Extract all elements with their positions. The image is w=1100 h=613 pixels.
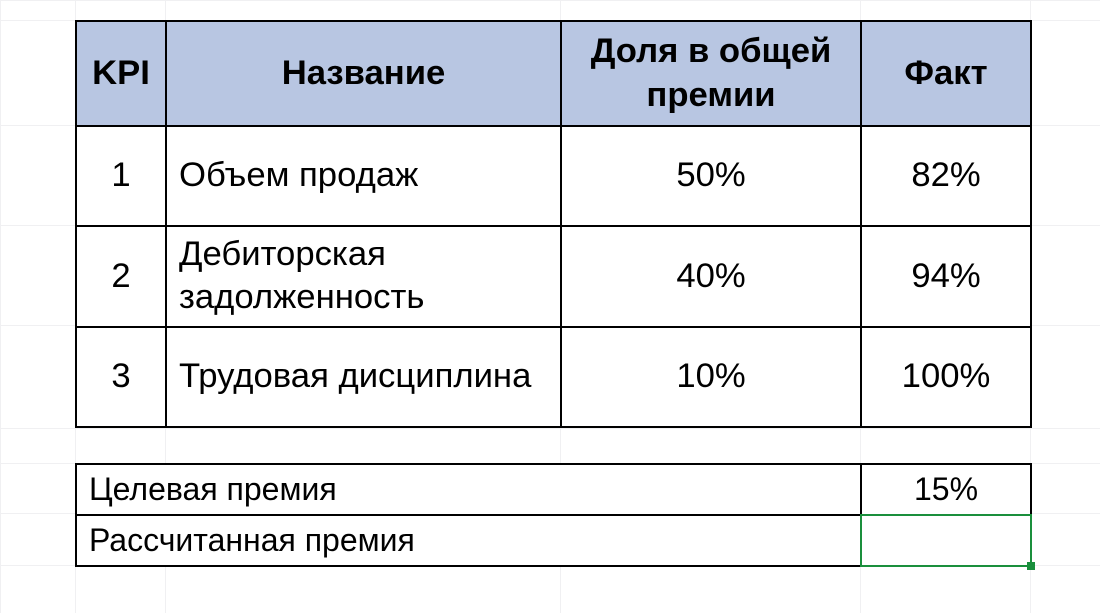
- kpi-table-wrap: KPI Название Доля в общей премии Факт 1 …: [75, 20, 1030, 428]
- col-header-share[interactable]: Доля в общей премии: [561, 21, 861, 126]
- cell-kpi[interactable]: 3: [76, 327, 166, 427]
- col-header-name[interactable]: Название: [166, 21, 561, 126]
- cell-fact[interactable]: 94%: [861, 226, 1031, 327]
- cell-name[interactable]: Объем продаж: [166, 126, 561, 226]
- summary-value-active-cell[interactable]: [861, 515, 1031, 566]
- cell-kpi[interactable]: 2: [76, 226, 166, 327]
- summary-label[interactable]: Целевая премия: [76, 464, 861, 515]
- cell-fact[interactable]: 82%: [861, 126, 1031, 226]
- summary-value[interactable]: 15%: [861, 464, 1031, 515]
- summary-label[interactable]: Рассчитанная премия: [76, 515, 861, 566]
- cell-name[interactable]: Трудовая дисциплина: [166, 327, 561, 427]
- col-header-kpi[interactable]: KPI: [76, 21, 166, 126]
- table-row: 3 Трудовая дисциплина 10% 100%: [76, 327, 1031, 427]
- cell-fact[interactable]: 100%: [861, 327, 1031, 427]
- col-header-fact[interactable]: Факт: [861, 21, 1031, 126]
- summary-row-calculated: Рассчитанная премия: [76, 515, 1031, 566]
- cell-name[interactable]: Дебиторская задолженность: [166, 226, 561, 327]
- summary-row-target: Целевая премия 15%: [76, 464, 1031, 515]
- cell-kpi[interactable]: 1: [76, 126, 166, 226]
- cell-share[interactable]: 40%: [561, 226, 861, 327]
- cell-share[interactable]: 50%: [561, 126, 861, 226]
- table-row: 2 Дебиторская задолженность 40% 94%: [76, 226, 1031, 327]
- kpi-header-row: KPI Название Доля в общей премии Факт: [76, 21, 1031, 126]
- kpi-table: KPI Название Доля в общей премии Факт 1 …: [75, 20, 1032, 428]
- summary-table: Целевая премия 15% Рассчитанная премия: [75, 463, 1032, 567]
- table-row: 1 Объем продаж 50% 82%: [76, 126, 1031, 226]
- cell-share[interactable]: 10%: [561, 327, 861, 427]
